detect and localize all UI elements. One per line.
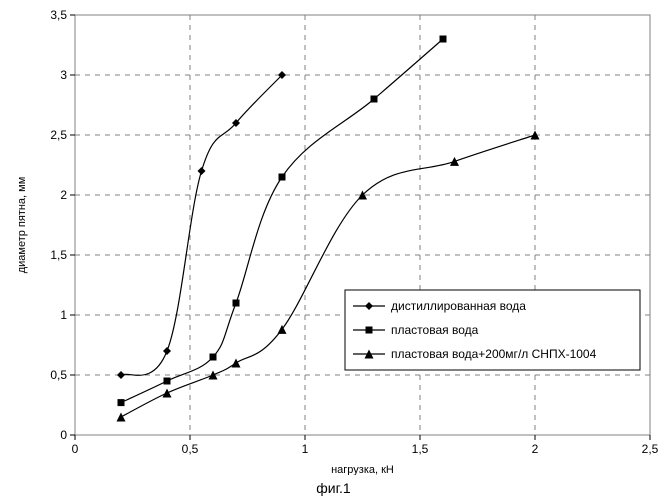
svg-text:2: 2 — [532, 442, 539, 456]
svg-text:1: 1 — [60, 308, 67, 322]
svg-text:1,5: 1,5 — [412, 442, 429, 456]
svg-text:0: 0 — [60, 428, 67, 442]
svg-text:пластовая вода+200мг/л СНПХ-10: пластовая вода+200мг/л СНПХ-1004 — [391, 347, 597, 361]
svg-text:нагрузка, кН: нагрузка, кН — [331, 464, 394, 475]
svg-text:3: 3 — [60, 68, 67, 82]
svg-text:пластовая вода: пластовая вода — [391, 323, 479, 337]
svg-text:0: 0 — [72, 442, 79, 456]
figure-caption: фиг.1 — [0, 480, 667, 496]
svg-text:2,5: 2,5 — [50, 128, 67, 142]
chart-container: { "caption": "фиг.1", "chart": { "type":… — [0, 0, 667, 500]
svg-text:2: 2 — [60, 188, 67, 202]
svg-text:2,5: 2,5 — [642, 442, 659, 456]
svg-text:диаметр пятна, мм: диаметр пятна, мм — [16, 177, 28, 274]
svg-text:0,5: 0,5 — [182, 442, 199, 456]
svg-text:дистиллированная вода: дистиллированная вода — [391, 299, 526, 313]
svg-text:0,5: 0,5 — [50, 368, 67, 382]
legend: дистиллированная вода пластовая вода пласт… — [345, 290, 640, 370]
wear-scar-chart: 0 0,5 1 1,5 2 2,5 0 0,5 1 1,5 2 2,5 3 3,5 нагрузка, кН… — [0, 0, 667, 475]
svg-text:1,5: 1,5 — [50, 248, 67, 262]
svg-text:1: 1 — [302, 442, 309, 456]
svg-text:3,5: 3,5 — [50, 8, 67, 22]
